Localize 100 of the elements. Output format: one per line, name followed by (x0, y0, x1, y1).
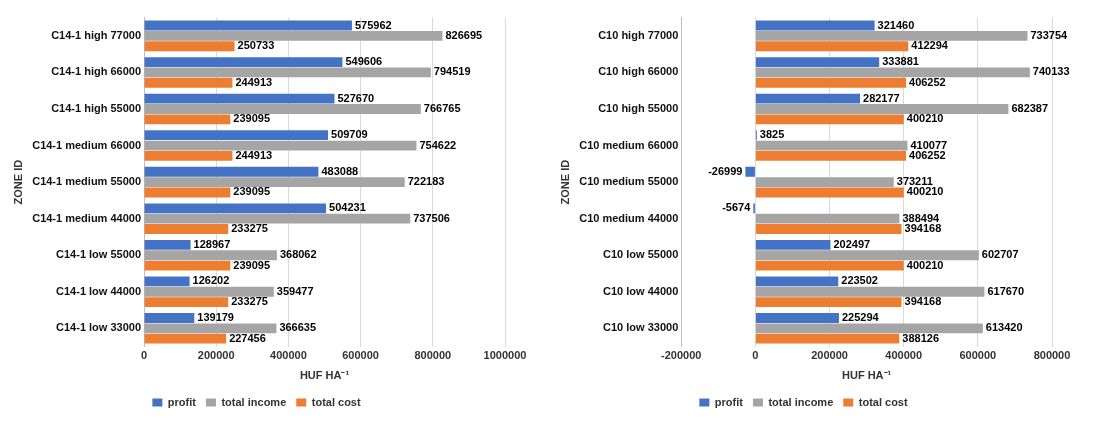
x-tick-label: 400000 (885, 349, 923, 362)
bar (745, 166, 755, 177)
bar (144, 260, 231, 271)
bar (755, 77, 907, 88)
data-label: 394168 (904, 295, 942, 308)
legend-label: total income (768, 395, 834, 408)
data-label: 368062 (279, 248, 317, 261)
data-label: 244913 (235, 75, 273, 88)
data-label: 388494 (902, 211, 941, 224)
bar (755, 323, 983, 334)
y-tick-label: C10 medium 66000 (579, 138, 679, 151)
bar (755, 313, 839, 323)
bar (144, 286, 274, 297)
x-tick-label: 0 (140, 349, 148, 362)
bar (144, 20, 352, 31)
data-label: 527670 (337, 91, 375, 104)
data-label: 406252 (909, 148, 946, 161)
bar (144, 250, 277, 261)
data-label: 223502 (841, 274, 878, 287)
data-label: 333881 (882, 55, 919, 68)
data-label: 733754 (1030, 28, 1069, 41)
bar (755, 297, 902, 308)
y-tick-label: C10 low 44000 (603, 284, 679, 297)
data-label: 400210 (906, 258, 944, 271)
data-label: 128967 (193, 237, 231, 250)
data-label: 400210 (906, 185, 944, 198)
data-label: 139179 (197, 311, 234, 323)
data-label: 617670 (987, 284, 1025, 297)
y-tick-label: C10 high 66000 (598, 65, 679, 78)
bar (144, 297, 229, 308)
data-label: 233275 (231, 222, 268, 235)
bar (755, 213, 900, 224)
x-axis-title: HUF HA⁻¹ (842, 369, 892, 382)
x-tick-label: 200000 (197, 349, 235, 362)
x-axis-title: HUF HA⁻¹ (299, 369, 350, 382)
data-label: 233275 (231, 295, 268, 308)
data-label: 282177 (863, 91, 900, 104)
data-label: 394168 (904, 222, 942, 235)
y-tick-label: C14-1 low 44000 (56, 284, 142, 297)
data-label: 388126 (902, 331, 940, 344)
bar (755, 57, 880, 67)
bar (755, 224, 902, 234)
data-label: 549606 (345, 55, 383, 68)
data-label: 250733 (237, 39, 275, 52)
bar (755, 104, 1009, 114)
data-label: 766765 (423, 102, 461, 115)
y-tick-label: C10 high 55000 (598, 102, 679, 115)
bar (755, 333, 900, 344)
bar (144, 114, 231, 125)
data-label: 682387 (1011, 102, 1049, 115)
x-tick-label: -200000 (661, 349, 702, 362)
data-label: 412294 (911, 39, 949, 52)
data-label: 826695 (445, 28, 483, 41)
x-tick-label: 800000 (1033, 349, 1071, 362)
data-label: 373211 (896, 175, 933, 188)
bar (755, 286, 985, 297)
data-label: 483088 (321, 164, 359, 177)
y-tick-label: C10 medium 44000 (579, 211, 679, 224)
bar (144, 177, 405, 188)
data-label: 602707 (981, 248, 1019, 261)
bar (144, 276, 190, 287)
bar (144, 57, 343, 67)
x-tick-label: 600000 (959, 349, 997, 362)
y-tick-label: C14-1 low 55000 (56, 248, 142, 261)
x-tick-label: 400000 (270, 349, 307, 362)
bar (755, 140, 908, 151)
bar (144, 67, 431, 78)
data-label: 3825 (759, 128, 785, 141)
data-label: 225294 (841, 311, 880, 323)
bar (144, 93, 335, 104)
data-label: -26999 (708, 164, 743, 177)
data-label: 410077 (910, 138, 948, 151)
data-label: 366635 (279, 321, 317, 334)
data-label: 509709 (331, 128, 368, 141)
bar (144, 30, 443, 41)
data-label: 239095 (233, 112, 271, 125)
data-label: 722183 (407, 175, 445, 188)
data-label: 239095 (233, 185, 271, 198)
bar (144, 333, 227, 344)
data-label: 406252 (909, 75, 946, 88)
bar (144, 130, 329, 141)
bar (144, 224, 229, 234)
data-label: 737506 (413, 211, 450, 224)
x-tick-label: 800000 (414, 349, 452, 362)
y-tick-label: C10 high 77000 (598, 28, 679, 41)
y-tick-label: C14-1 medium 66000 (32, 138, 142, 151)
bar (755, 114, 904, 125)
bar (144, 140, 417, 151)
y-tick-label: C10 low 33000 (603, 321, 679, 334)
bar (144, 187, 231, 198)
bar (144, 41, 235, 52)
bar (755, 41, 909, 52)
legend-label: total cost (311, 395, 361, 408)
bar (755, 30, 1028, 41)
x-tick-label: 0 (752, 349, 759, 362)
data-label: 794519 (433, 65, 471, 78)
bar (144, 203, 327, 214)
data-label: 202497 (833, 237, 871, 250)
legend-label: profit (167, 395, 197, 408)
bar (755, 260, 904, 271)
